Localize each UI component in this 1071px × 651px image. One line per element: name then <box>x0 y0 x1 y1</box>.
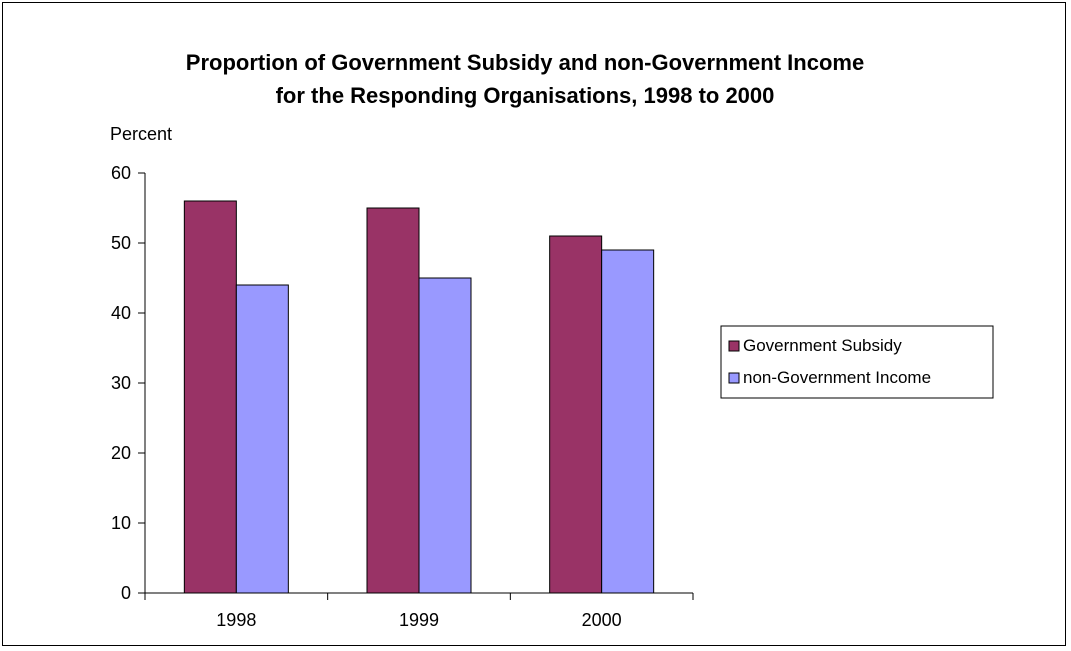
y-tick-label: 0 <box>121 583 131 603</box>
bars <box>183 200 655 594</box>
x-tick-label: 1998 <box>216 610 256 630</box>
bar-non-government-income-1999 <box>418 277 472 594</box>
legend-swatch <box>728 340 740 352</box>
legend-label: Government Subsidy <box>743 336 902 355</box>
bar-non-government-income-2000 <box>601 249 655 594</box>
x-tick-label: 2000 <box>582 610 622 630</box>
y-axis-label: Percent <box>110 124 172 144</box>
y-tick-label: 20 <box>111 443 131 463</box>
bar-government-subsidy-1998 <box>183 200 237 594</box>
x-tick-label: 1999 <box>399 610 439 630</box>
y-tick-label: 40 <box>111 303 131 323</box>
bar-government-subsidy-1999 <box>366 207 420 594</box>
chart-subtitle: for the Responding Organisations, 1998 t… <box>276 83 775 108</box>
y-tick-label: 10 <box>111 513 131 533</box>
y-tick-label: 30 <box>111 373 131 393</box>
legend-box <box>720 325 994 399</box>
y-tick-label: 50 <box>111 233 131 253</box>
x-axis: 1998 1999 2000 <box>144 592 694 630</box>
bar-non-government-income-1998 <box>235 284 289 594</box>
y-tick-label: 60 <box>111 163 131 183</box>
legend-label: non-Government Income <box>743 368 931 387</box>
y-axis: 0 10 20 30 40 50 60 <box>111 163 146 603</box>
legend-swatch <box>728 372 740 384</box>
legend: Government Subsidy non-Government Income <box>720 325 994 399</box>
bar-government-subsidy-2000 <box>549 235 603 594</box>
chart-title: Proportion of Government Subsidy and non… <box>186 50 864 75</box>
